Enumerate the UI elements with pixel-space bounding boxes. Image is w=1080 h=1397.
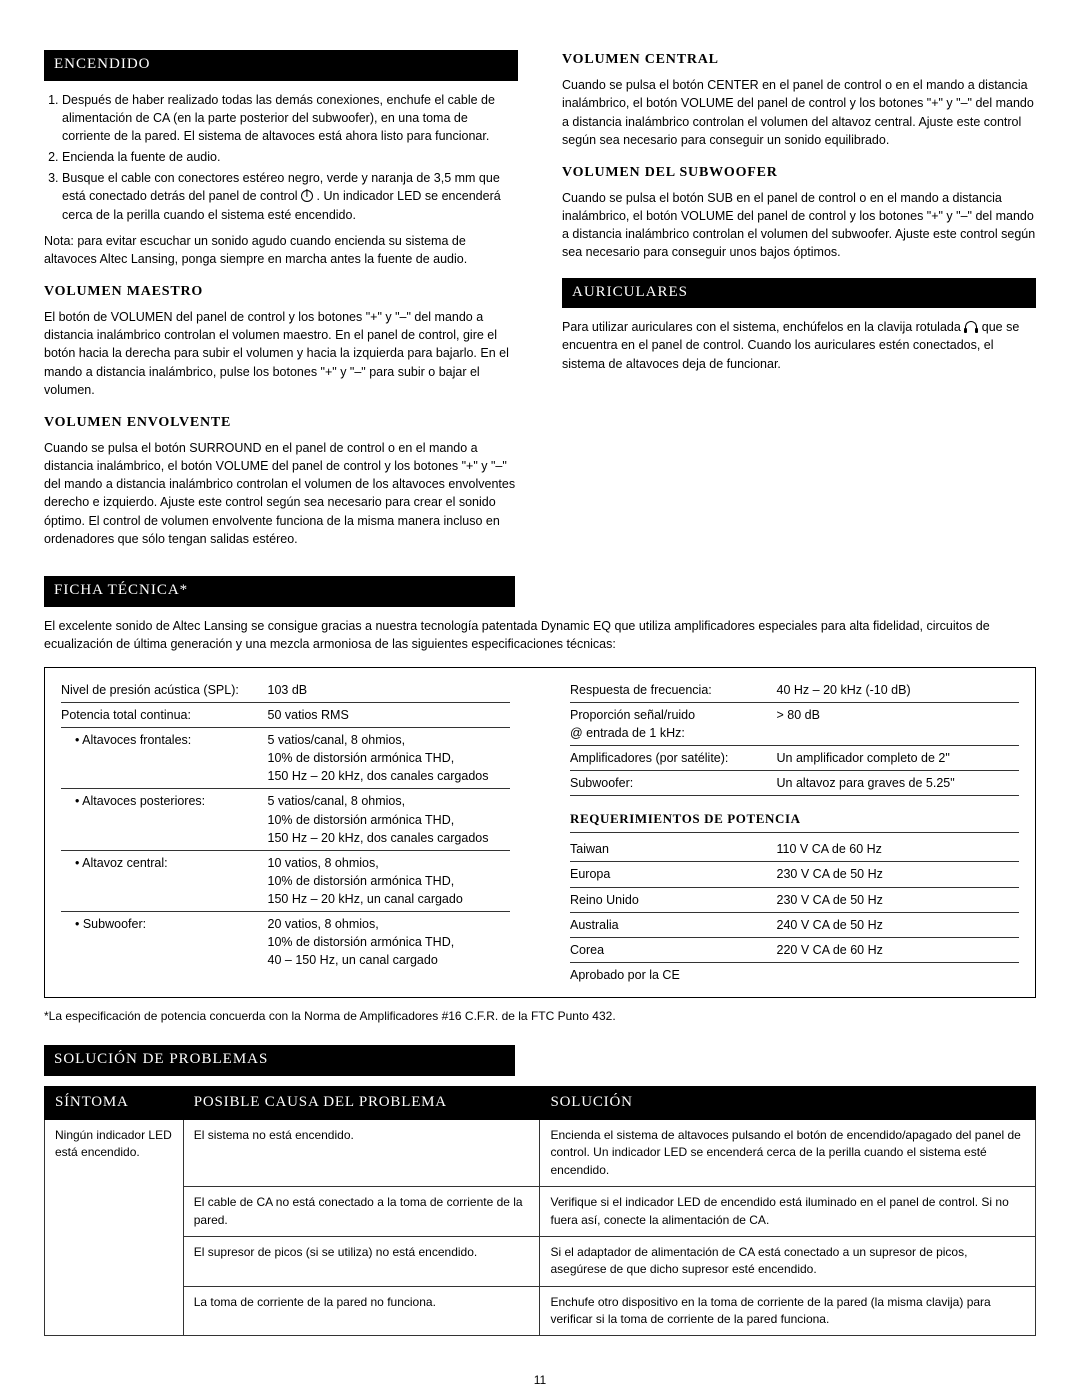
top-columns: ENCENDIDO Después de haber realizado tod… [44, 50, 1036, 554]
spec-value: 40 Hz – 20 kHz (-10 dB) [777, 681, 1019, 699]
step-3: Busque el cable con conectores estéreo n… [62, 169, 518, 223]
spec-row: Proporción señal/ruido @ entrada de 1 kH… [570, 703, 1019, 746]
spec-right-col: Respuesta de frecuencia:40 Hz – 20 kHz (… [570, 678, 1019, 987]
req-label: Taiwan [570, 840, 777, 858]
step-1: Después de haber realizado todas las dem… [62, 91, 518, 145]
spec-value: 50 vatios RMS [268, 706, 510, 724]
vol-central-text: Cuando se pulsa el botón CENTER en el pa… [562, 76, 1036, 149]
spec-value: Un amplificador completo de 2" [777, 749, 1019, 767]
spec-box: Nivel de presión acústica (SPL):103 dBPo… [44, 667, 1036, 998]
spec-sub-row: • Altavoz central:10 vatios, 8 ohmios, 1… [61, 851, 510, 912]
spec-sub-row: • Subwoofer:20 vatios, 8 ohmios, 10% de … [61, 912, 510, 972]
req-header: REQUERIMIENTOS DE POTENCIA [570, 810, 1019, 833]
spec-value: 103 dB [268, 681, 510, 699]
spec-row: Nivel de presión acústica (SPL):103 dB [61, 678, 510, 703]
table-row: La toma de corriente de la pared no func… [45, 1286, 1036, 1336]
cause-cell: La toma de corriente de la pared no func… [183, 1286, 540, 1336]
th-solucion: SOLUCIÓN [540, 1087, 1036, 1120]
spec-sub-label: • Altavoces frontales: [61, 731, 268, 749]
spec-sub-value: 5 vatios/canal, 8 ohmios, 10% de distors… [268, 792, 510, 846]
req-row: Aprobado por la CE [570, 963, 1019, 987]
spec-label: Potencia total continua: [61, 706, 268, 724]
vol-maestro-text: El botón de VOLUMEN del panel de control… [44, 308, 518, 399]
cause-cell: El cable de CA no está conectado a la to… [183, 1187, 540, 1237]
spec-value: > 80 dB [777, 706, 1019, 742]
spec-value: Un altavoz para graves de 5.25" [777, 774, 1019, 792]
fix-cell: Verifique si el indicador LED de encendi… [540, 1187, 1036, 1237]
spec-sub-label: • Altavoces posteriores: [61, 792, 268, 810]
fix-cell: Si el adaptador de alimentación de CA es… [540, 1236, 1036, 1286]
cause-cell: El sistema no está encendido. [183, 1119, 540, 1186]
ficha-section: FICHA TÉCNICA* El excelente sonido de Al… [44, 576, 1036, 1026]
spec-sub-value: 5 vatios/canal, 8 ohmios, 10% de distors… [268, 731, 510, 785]
left-column: ENCENDIDO Después de haber realizado tod… [44, 50, 518, 554]
req-row: Taiwan110 V CA de 60 Hz [570, 837, 1019, 862]
power-icon [301, 190, 313, 202]
step-2: Encienda la fuente de audio. [62, 148, 518, 166]
table-row: El cable de CA no está conectado a la to… [45, 1187, 1036, 1237]
req-value: 110 V CA de 60 Hz [777, 840, 1019, 858]
vol-sub-header: VOLUMEN DEL SUBWOOFER [562, 163, 1036, 183]
symptom-cell: Ningún indicador LED está encendido. [45, 1119, 184, 1336]
table-row: El supresor de picos (si se utiliza) no … [45, 1236, 1036, 1286]
nota-text: Nota: para evitar escuchar un sonido agu… [44, 232, 518, 268]
req-label: Aprobado por la CE [570, 966, 777, 984]
spec-sub-label: • Subwoofer: [61, 915, 268, 933]
ficha-footnote: *La especificación de potencia concuerda… [44, 1008, 1036, 1025]
solucion-header: SOLUCIÓN DE PROBLEMAS [44, 1045, 515, 1076]
req-label: Reino Unido [570, 891, 777, 909]
encendido-steps: Después de haber realizado todas las dem… [44, 91, 518, 224]
req-value: 230 V CA de 50 Hz [777, 891, 1019, 909]
encendido-header: ENCENDIDO [44, 50, 518, 81]
spec-sub-row: • Altavoces posteriores:5 vatios/canal, … [61, 789, 510, 850]
fix-cell: Encienda el sistema de altavoces pulsand… [540, 1119, 1036, 1186]
spec-label: Respuesta de frecuencia: [570, 681, 777, 699]
spec-row: Amplificadores (por satélite):Un amplifi… [570, 746, 1019, 771]
spec-sub-value: 10 vatios, 8 ohmios, 10% de distorsión a… [268, 854, 510, 908]
trouble-table: SÍNTOMA POSIBLE CAUSA DEL PROBLEMA SOLUC… [44, 1086, 1036, 1336]
req-row: Australia240 V CA de 50 Hz [570, 913, 1019, 938]
vol-env-header: VOLUMEN ENVOLVENTE [44, 413, 518, 433]
spec-label: Subwoofer: [570, 774, 777, 792]
fix-cell: Enchufe otro dispositivo en la toma de c… [540, 1286, 1036, 1336]
req-label: Australia [570, 916, 777, 934]
page-number: 11 [44, 1372, 1036, 1389]
spec-label: Amplificadores (por satélite): [570, 749, 777, 767]
ficha-header: FICHA TÉCNICA* [44, 576, 515, 607]
auriculares-header: AURICULARES [562, 278, 1036, 309]
table-row: Ningún indicador LED está encendido.El s… [45, 1119, 1036, 1186]
req-value: 220 V CA de 60 Hz [777, 941, 1019, 959]
vol-env-text: Cuando se pulsa el botón SURROUND en el … [44, 439, 518, 548]
solucion-section: SOLUCIÓN DE PROBLEMAS SÍNTOMA POSIBLE CA… [44, 1045, 1036, 1336]
spec-row: Respuesta de frecuencia:40 Hz – 20 kHz (… [570, 678, 1019, 703]
req-row: Corea220 V CA de 60 Hz [570, 938, 1019, 963]
vol-sub-text: Cuando se pulsa el botón SUB en el panel… [562, 189, 1036, 262]
headphone-icon [964, 321, 978, 333]
spec-sub-row: • Altavoces frontales:5 vatios/canal, 8 … [61, 728, 510, 789]
spec-row: Potencia total continua:50 vatios RMS [61, 703, 510, 728]
ficha-intro: El excelente sonido de Altec Lansing se … [44, 617, 1036, 653]
auriculares-text-a: Para utilizar auriculares con el sistema… [562, 320, 964, 334]
auriculares-text: Para utilizar auriculares con el sistema… [562, 318, 1036, 372]
spec-label: Proporción señal/ruido @ entrada de 1 kH… [570, 706, 777, 742]
th-causa: POSIBLE CAUSA DEL PROBLEMA [183, 1087, 540, 1120]
vol-central-header: VOLUMEN CENTRAL [562, 50, 1036, 70]
th-sintoma: SÍNTOMA [45, 1087, 184, 1120]
spec-left-col: Nivel de presión acústica (SPL):103 dBPo… [61, 678, 510, 987]
right-column: VOLUMEN CENTRAL Cuando se pulsa el botón… [562, 50, 1036, 554]
req-row: Reino Unido230 V CA de 50 Hz [570, 888, 1019, 913]
spec-sub-label: • Altavoz central: [61, 854, 268, 872]
req-row: Europa230 V CA de 50 Hz [570, 862, 1019, 887]
req-value [777, 966, 1019, 984]
req-value: 230 V CA de 50 Hz [777, 865, 1019, 883]
cause-cell: El supresor de picos (si se utiliza) no … [183, 1236, 540, 1286]
req-value: 240 V CA de 50 Hz [777, 916, 1019, 934]
req-label: Corea [570, 941, 777, 959]
vol-maestro-header: VOLUMEN MAESTRO [44, 282, 518, 302]
spec-row: Subwoofer:Un altavoz para graves de 5.25… [570, 771, 1019, 796]
spec-sub-value: 20 vatios, 8 ohmios, 10% de distorsión a… [268, 915, 510, 969]
spec-label: Nivel de presión acústica (SPL): [61, 681, 268, 699]
req-label: Europa [570, 865, 777, 883]
